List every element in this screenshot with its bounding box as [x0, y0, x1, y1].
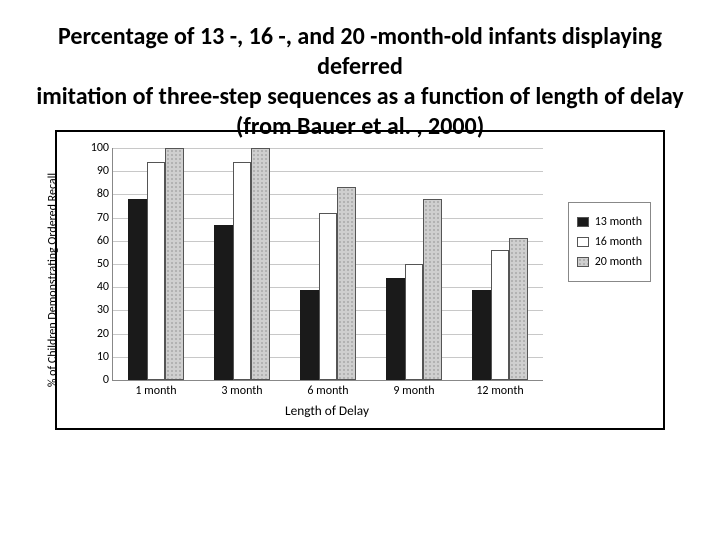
bar: [147, 162, 166, 380]
bar: [128, 199, 147, 380]
legend-item: 13 month: [577, 215, 642, 229]
y-tick-label: 0: [103, 373, 113, 387]
bar: [233, 162, 252, 380]
y-tick-label: 10: [97, 350, 113, 364]
bar: [405, 264, 424, 380]
bar: [472, 290, 491, 380]
bar: [214, 225, 233, 380]
y-tick-label: 30: [97, 303, 113, 317]
y-tick-label: 90: [97, 164, 113, 178]
page-title: Percentage of 13 -, 16 -, and 20 -month-…: [30, 22, 690, 142]
x-category-label: 3 month: [221, 380, 262, 398]
legend-label: 16 month: [595, 235, 642, 249]
chart-frame: % of Children Demonstrating Ordered Reca…: [55, 130, 665, 430]
legend-item: 16 month: [577, 235, 642, 249]
y-axis-label: % of Children Demonstrating Ordered Reca…: [46, 173, 60, 387]
title-line-1: Percentage of 13 -, 16 -, and 20 -month-…: [58, 22, 662, 81]
y-tick-label: 80: [97, 187, 113, 201]
slide: Percentage of 13 -, 16 -, and 20 -month-…: [0, 0, 720, 540]
y-tick-label: 70: [97, 211, 113, 225]
x-category-label: 1 month: [135, 380, 176, 398]
x-category-label: 12 month: [476, 380, 523, 398]
legend-label: 13 month: [595, 215, 642, 229]
y-tick-label: 60: [97, 234, 113, 248]
bar: [251, 148, 270, 380]
bar: [300, 290, 319, 380]
legend-swatch: [577, 217, 589, 227]
bar: [423, 199, 442, 380]
legend: 13 month 16 month 20 month: [568, 202, 651, 282]
x-category-label: 6 month: [307, 380, 348, 398]
bar: [165, 148, 184, 380]
legend-item: 20 month: [577, 255, 642, 269]
y-tick-label: 20: [97, 327, 113, 341]
legend-label: 20 month: [595, 255, 642, 269]
title-line-2: imitation of three-step sequences as a f…: [36, 82, 683, 111]
bar: [386, 278, 405, 380]
y-tick-label: 50: [97, 257, 113, 271]
chart: % of Children Demonstrating Ordered Reca…: [57, 132, 663, 428]
y-tick-label: 40: [97, 280, 113, 294]
bar: [491, 250, 510, 380]
bar: [509, 238, 528, 380]
legend-swatch: [577, 237, 589, 247]
x-axis-label: Length of Delay: [285, 402, 369, 419]
y-tick-label: 100: [91, 141, 113, 155]
x-category-label: 9 month: [393, 380, 434, 398]
bar: [337, 187, 356, 380]
plot-area: 01020304050607080901001 month3 month6 mo…: [112, 148, 543, 381]
legend-swatch: [577, 257, 589, 267]
bar: [319, 213, 338, 380]
